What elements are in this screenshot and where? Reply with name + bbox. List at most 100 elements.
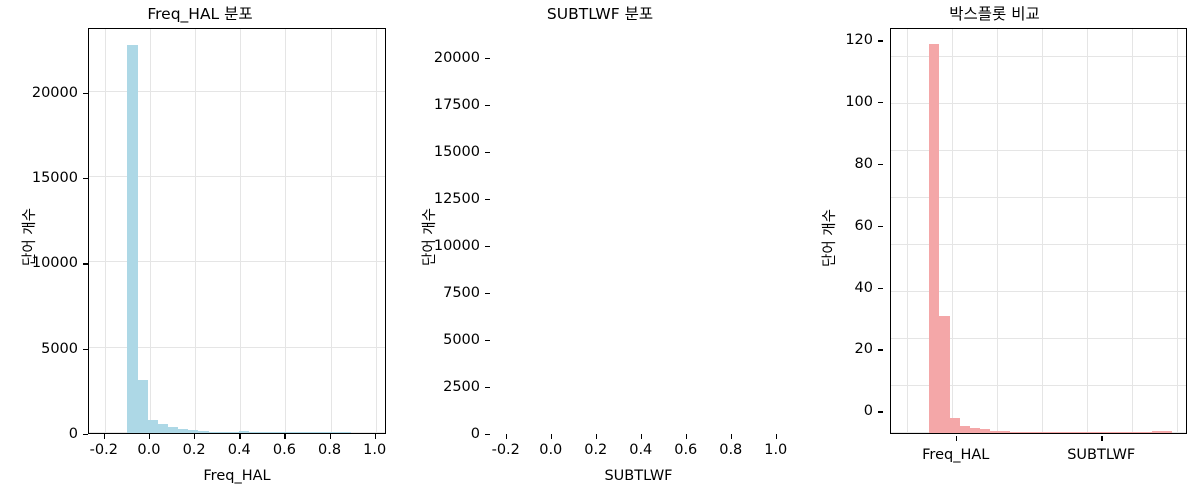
y-tick-mark: [83, 348, 88, 350]
y-tick-label: 5000: [443, 332, 480, 349]
histogram-bar: [1091, 432, 1102, 433]
y-tick-label: 10000: [31, 255, 78, 272]
gridline-horizontal: [891, 150, 1186, 152]
y-tick-mark: [485, 199, 490, 201]
y-tick-mark: [485, 434, 490, 436]
y-tick-label: 0: [470, 426, 480, 442]
histogram-bar: [949, 418, 960, 433]
histogram-bar: [340, 432, 351, 433]
y-tick-label: 15000: [31, 170, 78, 187]
gridline-vertical: [285, 29, 287, 433]
y-tick-label: 20: [854, 341, 873, 358]
y-tick-label: 12500: [433, 191, 480, 208]
histogram-bar: [188, 430, 199, 433]
y-tick-label: 40: [854, 279, 873, 296]
histogram-bar: [1141, 432, 1152, 433]
y-tick-mark: [83, 434, 88, 436]
y-tick-mark: [485, 58, 490, 60]
x-tick-mark: [775, 434, 778, 439]
gridline-horizontal: [891, 291, 1186, 293]
x-tick-label: 1.0: [363, 442, 387, 458]
subplot-freq-hal: Freq_HAL 분포 단어 개수 Freq_HAL 0 5000 10000 150…: [0, 0, 400, 490]
x-tick-label: 0.6: [272, 442, 296, 458]
y-tick-mark: [878, 349, 883, 351]
x-tick-mark: [640, 434, 643, 439]
histogram-bar: [259, 432, 270, 433]
histogram-bar: [1121, 432, 1132, 433]
subplot-boxplot: 박스플롯 비교 단어 개수 Freq_HAL SUBTLWF 0 20 40 60 80 10…: [800, 0, 1189, 490]
histogram-bar: [300, 432, 311, 433]
histogram-bar: [990, 430, 1001, 433]
x-axis-label-freq-hal: Freq_HAL: [203, 468, 271, 484]
gridline-vertical: [149, 29, 151, 433]
gridline-vertical: [1041, 29, 1043, 433]
x-tick-label: 0.2: [584, 442, 608, 458]
histogram-bar: [1101, 432, 1112, 433]
y-tick-label: 7500: [443, 285, 480, 302]
x-tick-label: 0.4: [629, 442, 653, 458]
gridline-vertical: [375, 29, 377, 433]
y-tick-mark: [83, 263, 88, 265]
gridline-vertical: [195, 29, 197, 433]
y-tick-mark: [878, 164, 883, 166]
x-tick-mark: [730, 434, 733, 439]
y-tick-mark: [83, 92, 88, 95]
gridline-vertical: [104, 29, 106, 433]
x-tick-label: 1.0: [764, 442, 788, 458]
x-tick-label: 0.8: [719, 442, 743, 458]
y-tick-label: 20000: [31, 84, 78, 101]
gridline-vertical: [951, 29, 953, 433]
gridline-vertical: [330, 29, 332, 433]
x-tick-mark: [505, 434, 508, 439]
x-tick-mark: [284, 434, 286, 439]
histogram-bar: [218, 432, 229, 433]
x-tick-label: 0.6: [674, 442, 698, 458]
histogram-bar: [168, 426, 179, 433]
x-tick-mark: [374, 434, 376, 439]
x-tick-mark: [148, 434, 151, 439]
histogram-bar: [249, 432, 260, 433]
histogram-bar: [137, 380, 148, 433]
x-tick-mark: [595, 434, 598, 439]
gridline-horizontal: [89, 346, 385, 348]
y-tick-label: 17500: [433, 97, 480, 114]
plot-area-subtlwf: [890, 28, 1187, 434]
y-tick-label: 15000: [433, 144, 480, 161]
x-tick-mark: [685, 434, 688, 439]
y-tick-mark: [83, 178, 88, 180]
x-tick-label: 0.8: [318, 442, 342, 458]
histogram-bar: [198, 430, 209, 433]
y-axis-label-subtlwf: 단어 개수: [422, 208, 438, 266]
histogram-bar: [208, 431, 219, 433]
y-tick-label: 20000: [433, 50, 480, 67]
gridline-vertical: [240, 29, 242, 433]
y-tick-mark: [878, 102, 883, 104]
histogram-bar: [1081, 432, 1092, 433]
x-tick-mark: [103, 434, 106, 439]
x-tick-mark: [550, 434, 553, 439]
histogram-bar: [239, 431, 250, 433]
y-tick-label: 0: [68, 426, 78, 442]
y-tick-label: 2500: [443, 379, 480, 395]
gridline-horizontal: [89, 261, 385, 263]
histogram-bar: [310, 432, 321, 433]
gridline-horizontal: [891, 103, 1186, 105]
gridline-horizontal: [891, 56, 1186, 58]
histogram-bar: [228, 432, 240, 433]
y-tick-mark: [485, 105, 490, 107]
histogram-bar: [1040, 432, 1051, 433]
category-label: Freq_HAL: [922, 447, 990, 463]
gridline-horizontal: [891, 338, 1186, 340]
histogram-bar: [939, 315, 950, 433]
y-tick-label: 5000: [41, 340, 78, 357]
y-tick-mark: [878, 40, 883, 42]
histogram-bar: [320, 432, 331, 433]
y-tick-mark: [485, 387, 490, 389]
x-tick-mark: [955, 436, 958, 441]
y-tick-label: 60: [854, 217, 873, 234]
histogram-bar: [1030, 432, 1041, 433]
y-tick-mark: [485, 293, 490, 295]
y-tick-label: 100: [845, 94, 873, 111]
y-tick-mark: [878, 411, 883, 413]
histogram-bar: [178, 429, 189, 433]
